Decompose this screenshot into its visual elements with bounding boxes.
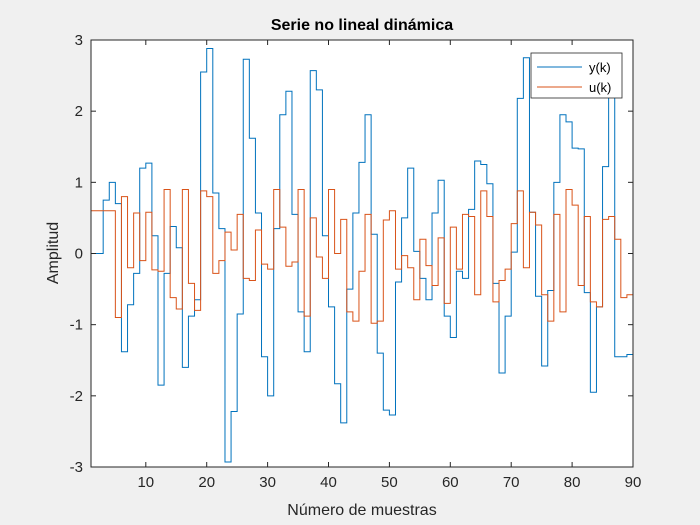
x-axis-label: Número de muestras	[287, 502, 436, 519]
y-tick-label: 0	[75, 246, 83, 263]
chart-title: Serie no lineal dinámica	[271, 17, 453, 34]
legend: y(k) u(k)	[530, 52, 623, 99]
y-tick-label: -2	[70, 388, 83, 405]
y-tick-label: -3	[70, 459, 83, 476]
plot-area	[91, 40, 633, 467]
x-tick-label: 80	[564, 474, 581, 491]
x-tick-label: 90	[625, 474, 642, 491]
x-tick-label: 40	[320, 474, 337, 491]
series-line-u	[91, 188, 634, 324]
y-tick-label: -1	[70, 317, 83, 334]
x-tick-label: 10	[137, 474, 154, 491]
tick-layer: 10 20 30 40 50 60 70 80 90 -3 -2 -1 0 1 2 3	[70, 32, 642, 491]
x-tick-label: 60	[442, 474, 459, 491]
y-tick-label: 3	[75, 32, 83, 49]
series-layer	[91, 48, 634, 463]
y-tick-label: 2	[75, 103, 83, 120]
legend-box	[530, 52, 623, 99]
x-tick-label: 50	[381, 474, 398, 491]
x-tick-label: 30	[259, 474, 276, 491]
y-tick-label: 1	[75, 174, 83, 191]
series-line-y	[91, 48, 634, 463]
y-axis-label: Amplitud	[45, 222, 62, 284]
legend-label-u: u(k)	[589, 80, 611, 95]
x-tick-label: 20	[198, 474, 215, 491]
x-tick-label: 70	[503, 474, 520, 491]
legend-label-y: y(k)	[589, 60, 611, 75]
